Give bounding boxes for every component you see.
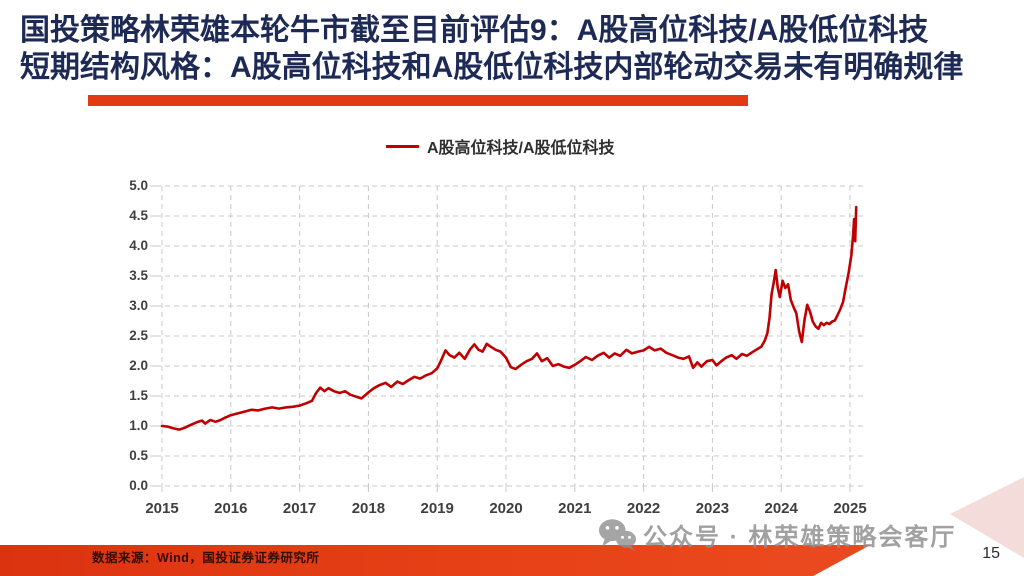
y-tick-label: 0.5 [129, 448, 148, 463]
y-tick-label: 2.0 [129, 358, 148, 373]
title-line-1: 国投策略林荣雄本轮牛市截至目前评估9：A股高位科技/A股低位科技 [20, 14, 929, 47]
legend-line-swatch [386, 144, 419, 148]
x-tick-label: 2019 [420, 500, 454, 517]
x-tick-label: 2015 [145, 500, 179, 517]
legend-label: A股高位科技/A股低位科技 [427, 140, 615, 157]
x-tick-label: 2016 [214, 500, 248, 517]
page-title: 国投策略林荣雄本轮牛市截至目前评估9：A股高位科技/A股低位科技 短期结构风格：… [20, 12, 1010, 86]
series-line [160, 205, 858, 431]
x-tick-label: 2017 [282, 500, 317, 517]
y-tick-label: 0.0 [129, 478, 148, 493]
y-tick-label: 1.5 [129, 388, 148, 403]
x-tick-label: 2024 [764, 500, 798, 517]
y-tick-label: 3.0 [129, 298, 148, 313]
page-number: 15 [982, 545, 1000, 562]
x-tick-label: 2025 [833, 500, 867, 517]
y-tick-label: 5.0 [129, 178, 148, 193]
title-underline-bar [88, 95, 748, 106]
footer-banner [0, 545, 871, 576]
x-tick-label: 2020 [489, 500, 523, 517]
y-tick-label: 2.5 [129, 328, 148, 343]
title-line-2: 短期结构风格：A股高位科技和A股低位科技内部轮动交易未有明确规律 [20, 51, 964, 84]
wechat-icon [598, 519, 636, 551]
chart-legend: A股高位科技/A股低位科技 [386, 134, 615, 158]
x-tick-label: 2018 [351, 500, 386, 517]
watermark-text: 公众号 · 林荣雄策略会客厅 [643, 523, 957, 551]
y-tick-label: 4.0 [129, 238, 148, 253]
x-tick-label: 2023 [695, 500, 730, 517]
y-tick-label: 4.5 [129, 208, 148, 223]
y-tick-label: 1.0 [129, 418, 148, 433]
y-tick-label: 3.5 [129, 268, 148, 283]
data-source-note: 数据来源：Wind，国投证券证券研究所 [92, 551, 320, 565]
x-tick-label: 2021 [558, 500, 592, 517]
x-tick-label: 2022 [626, 500, 661, 517]
watermark: 公众号 · 林荣雄策略会客厅 [598, 514, 956, 554]
